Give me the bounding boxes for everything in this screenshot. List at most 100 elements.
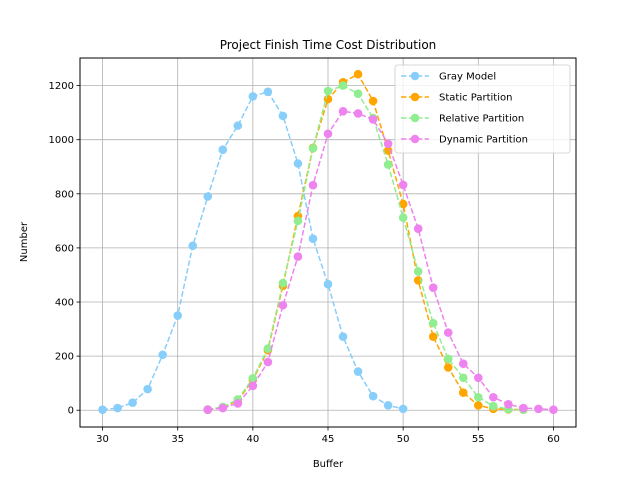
x-tick-label: 60: [547, 434, 560, 445]
gray-model-point: [338, 332, 348, 341]
legend-dynamic-partition-label: Dynamic Partition: [439, 135, 528, 146]
y-tick-label: 200: [55, 352, 74, 363]
relative-partition-point: [398, 213, 408, 222]
dynamic-partition-point: [338, 106, 348, 116]
dynamic-partition-point: [383, 139, 393, 149]
dynamic-partition-point: [248, 381, 258, 391]
gray-model-point: [143, 384, 152, 394]
gray-model-point: [113, 403, 122, 413]
dynamic-partition-point: [203, 405, 213, 414]
y-tick-label: 1200: [49, 81, 74, 92]
relative-partition-point: [383, 160, 393, 169]
gray-model-point: [218, 145, 228, 155]
relative-partition-point: [263, 344, 273, 353]
gray-model-point: [323, 279, 333, 289]
gray-model-point: [278, 111, 288, 121]
legend-dynamic-partition-marker: [410, 134, 420, 144]
dynamic-partition-point: [458, 359, 468, 368]
relative-partition-point: [248, 374, 258, 383]
dynamic-partition-point: [368, 115, 378, 124]
chart-title: Project Finish Time Cost Distribution: [220, 38, 437, 52]
legend-static-partition-label: Static Partition: [439, 93, 512, 104]
gray-model-point: [128, 398, 137, 407]
gray-model-point: [308, 234, 318, 244]
relative-partition-point: [338, 81, 348, 90]
dynamic-partition-point: [504, 399, 513, 409]
static-partition-point: [398, 199, 408, 209]
gray-model-point: [233, 121, 243, 130]
static-partition-point: [383, 146, 393, 155]
gray-model-point: [188, 241, 198, 251]
legend-relative-partition-label: Relative Partition: [439, 114, 524, 125]
relative-partition-point: [458, 373, 468, 383]
static-partition-point: [428, 332, 438, 341]
gray-model-point: [398, 404, 408, 414]
gray-model-point: [293, 159, 303, 168]
x-tick-label: 50: [397, 434, 410, 445]
static-partition-point: [353, 69, 363, 79]
y-tick-label: 600: [55, 243, 74, 254]
dynamic-partition-point: [489, 392, 498, 402]
dynamic-partition-point: [443, 328, 453, 337]
relative-partition-point: [413, 267, 423, 276]
dynamic-partition-point: [474, 373, 483, 383]
dynamic-partition-point: [534, 404, 543, 414]
relative-partition-point: [474, 392, 483, 402]
gray-model-point: [173, 311, 182, 320]
gray-model-point: [158, 350, 167, 360]
gray-model-point: [203, 192, 213, 201]
dynamic-partition-point: [428, 283, 438, 292]
legend-box: [394, 64, 571, 154]
relative-partition-point: [293, 216, 303, 226]
gray-model-point: [263, 87, 273, 97]
relative-partition-point: [443, 354, 453, 364]
dynamic-partition-point: [353, 109, 363, 118]
dynamic-partition-point: [413, 224, 423, 234]
static-partition-point: [443, 363, 453, 372]
relative-partition-point: [353, 89, 363, 99]
gray-model-point: [98, 405, 107, 414]
relative-partition-point: [323, 86, 333, 96]
y-tick-label: 0: [68, 406, 74, 417]
x-axis-label: Buffer: [313, 459, 344, 470]
x-tick-label: 30: [96, 434, 109, 445]
relative-partition-point: [308, 144, 318, 153]
gray-model-point: [383, 401, 393, 410]
relative-partition-point: [489, 401, 498, 411]
x-tick-label: 55: [472, 434, 485, 445]
dynamic-partition-line: [207, 110, 554, 411]
dynamic-partition-point: [398, 180, 408, 190]
dynamic-partition-point: [549, 405, 558, 414]
legend-relative-partition-marker: [410, 113, 420, 123]
static-partition-point: [413, 276, 423, 285]
dynamic-partition-point: [278, 300, 288, 310]
dynamic-partition-point: [293, 252, 303, 261]
series-layer: [98, 69, 558, 414]
legend-gray-model-label: Gray Model: [439, 72, 496, 83]
legend-static-partition-marker: [410, 92, 420, 102]
x-tick-label: 40: [246, 434, 259, 445]
gray-model-point: [248, 92, 258, 101]
static-partition-point: [368, 96, 378, 106]
static-partition-point: [458, 388, 468, 397]
y-tick-label: 800: [55, 189, 74, 200]
legend: Gray Model Static Partition Relative Parti…: [394, 64, 571, 154]
dynamic-partition-point: [308, 180, 318, 190]
y-tick-label: 1000: [49, 135, 74, 146]
dynamic-partition-point: [519, 403, 528, 413]
dynamic-partition-point: [218, 403, 228, 413]
legend-gray-model-marker: [410, 71, 420, 81]
relative-partition-point: [428, 318, 438, 328]
static-partition-point: [474, 401, 483, 410]
dynamic-partition-point: [233, 399, 243, 408]
relative-partition-line: [207, 84, 524, 411]
y-tick-label: 400: [55, 298, 74, 309]
relative-partition-point: [278, 278, 288, 288]
x-tick-label: 45: [322, 434, 335, 445]
gray-model-point: [353, 367, 363, 376]
gray-model-point: [368, 391, 378, 401]
x-tick-label: 35: [171, 434, 184, 445]
dynamic-partition-point: [263, 357, 273, 367]
